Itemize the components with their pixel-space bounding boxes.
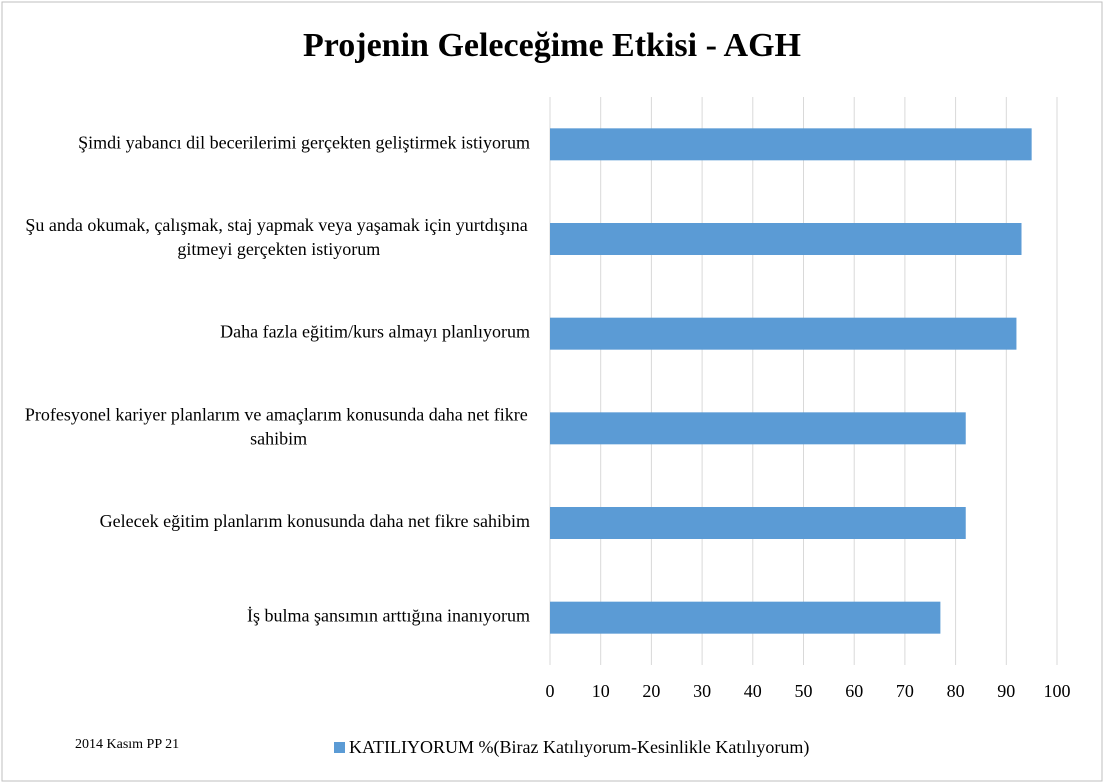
bar <box>550 223 1022 255</box>
y-tick-label: Şu anda okumak, çalışmak, staj yapmak ve… <box>25 215 532 259</box>
x-tick-label: 20 <box>642 681 660 701</box>
x-tick-label: 50 <box>795 681 813 701</box>
x-tick-label: 80 <box>947 681 965 701</box>
x-tick-label: 40 <box>744 681 762 701</box>
bar <box>550 128 1032 161</box>
chart-title: Projenin Geleceğime Etkisi - AGH <box>303 27 801 64</box>
x-tick-label: 70 <box>896 681 914 701</box>
y-tick-label: Şimdi yabancı dil becerilerimi gerçekten… <box>78 132 530 152</box>
bar <box>550 412 966 445</box>
y-tick-label: Daha fazla eğitim/kurs almayı planlıyoru… <box>220 322 530 342</box>
x-tick-label: 30 <box>693 681 711 701</box>
x-tick-label: 90 <box>997 681 1015 701</box>
bar <box>550 317 1017 350</box>
bar <box>550 507 966 539</box>
y-tick-label: Profesyonel kariyer planlarım ve amaçlar… <box>25 404 532 448</box>
legend-swatch <box>334 742 345 753</box>
legend-label: KATILIYORUM %(Biraz Katılıyorum-Kesinlik… <box>349 737 809 758</box>
y-tick-label: Gelecek eğitim planlarım konusunda daha … <box>100 511 530 531</box>
y-tick-label: İş bulma şansımın arttığına inanıyorum <box>247 606 530 626</box>
x-tick-label: 60 <box>845 681 863 701</box>
x-tick-label: 0 <box>546 681 555 701</box>
x-tick-label: 10 <box>592 681 610 701</box>
footnote: 2014 Kasım PP 21 <box>75 737 179 752</box>
bar <box>550 601 941 634</box>
x-tick-label: 100 <box>1044 681 1071 701</box>
